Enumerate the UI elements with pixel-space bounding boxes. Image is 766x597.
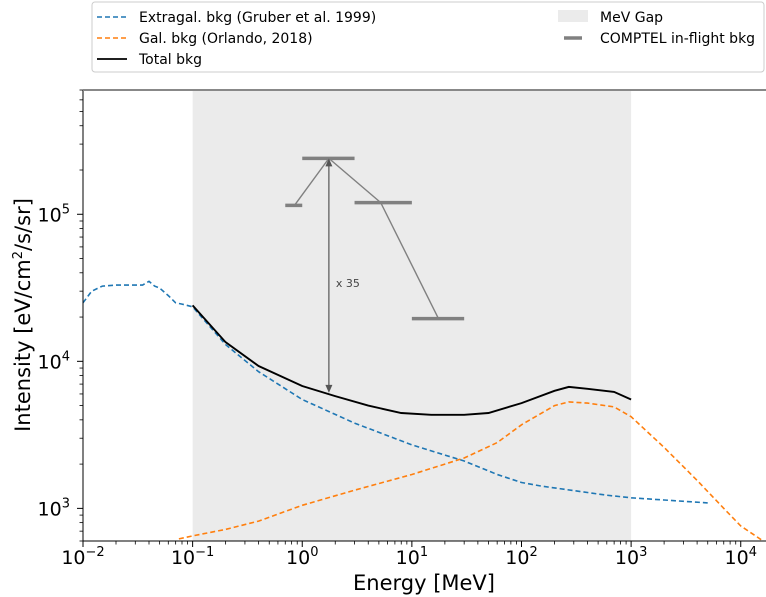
gal-bkg-line xyxy=(178,401,764,541)
x35-arrowhead-bottom xyxy=(325,384,333,393)
x-tick-label: 102 xyxy=(505,545,537,569)
y-tick-label: 104 xyxy=(38,349,70,373)
x-tick-label: 104 xyxy=(725,545,757,569)
x35-arrowhead-top xyxy=(325,158,333,167)
total-bkg-line xyxy=(191,304,632,416)
legend-swatch-mev-gap xyxy=(558,10,588,22)
x-tick-label: 10−1 xyxy=(171,545,214,569)
legend-label-extragal: Extragal. bkg (Gruber et al. 1999) xyxy=(139,10,376,26)
y-axis-title: Intensity [eV/cm2/s/sr] xyxy=(11,198,35,432)
comptel-connector-2 xyxy=(380,202,440,319)
x-tick-label: 10−2 xyxy=(61,545,104,569)
legend: Extragal. bkg (Gruber et al. 1999) Gal. … xyxy=(91,1,765,73)
x35-annotation: x 35 xyxy=(336,277,360,290)
legend-label-mev-gap: MeV Gap xyxy=(600,10,663,26)
comptel-connector-1 xyxy=(328,157,382,204)
comptel-layer xyxy=(285,156,465,321)
comptel-connector-0 xyxy=(293,157,330,206)
y-axis-ticks: 103 104 105 xyxy=(38,89,83,542)
legend-label-gal: Gal. bkg (Orlando, 2018) xyxy=(139,31,313,47)
x-axis-ticks: 10−2 10−1 100 101 102 103 104 xyxy=(61,541,757,569)
x-axis-title: Energy [MeV] xyxy=(353,571,495,595)
y-tick-label: 105 xyxy=(38,202,70,226)
mev-gap-band xyxy=(192,90,632,541)
x-tick-label: 100 xyxy=(286,545,318,569)
x-tick-label: 103 xyxy=(615,545,647,569)
y-tick-label: 103 xyxy=(38,496,70,520)
legend-label-comptel: COMPTEL in-flight bkg xyxy=(600,31,755,47)
legend-label-total: Total bkg xyxy=(138,52,202,68)
legend-box xyxy=(91,1,765,73)
series-layer xyxy=(83,280,764,541)
axes-frame xyxy=(82,89,766,542)
x-tick-label: 101 xyxy=(396,545,428,569)
annotation-layer: x 35 xyxy=(325,158,360,393)
